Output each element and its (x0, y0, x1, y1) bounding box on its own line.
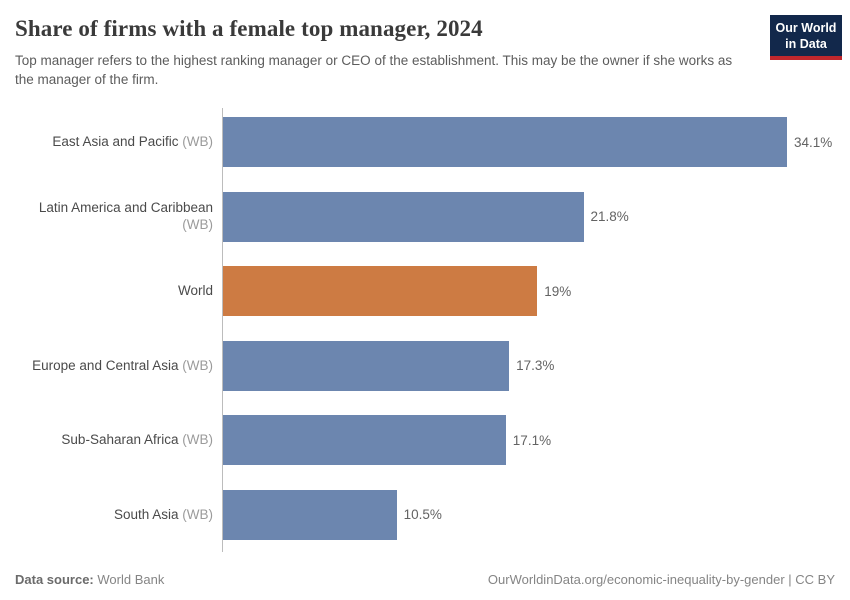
category-label-suffix: (WB) (182, 216, 213, 232)
owid-logo-line1: Our World (775, 21, 837, 35)
bar-value-label: 21.8% (590, 209, 629, 225)
data-source: Data source: World Bank (15, 572, 164, 587)
category-label[interactable]: World (15, 283, 222, 299)
category-label-text: South Asia (113, 506, 179, 522)
bars-area: East Asia and Pacific (WB) 34.1% Latin A… (15, 117, 835, 540)
category-label-suffix: (WB) (178, 357, 213, 373)
bar-row: Europe and Central Asia (WB) 17.3% (15, 340, 835, 391)
bar-row: South Asia (WB) 10.5% (15, 489, 835, 540)
owid-logo-line2: in Data (785, 37, 827, 51)
category-label-suffix: (WB) (178, 432, 213, 448)
bar-row: Sub-Saharan Africa (WB) 17.1% (15, 415, 835, 466)
category-label-text: World (177, 283, 213, 299)
chart-header: Share of firms with a female top manager… (15, 16, 750, 89)
bar-value-label: 17.1% (512, 432, 552, 448)
bar-value-label: 10.5% (403, 507, 442, 523)
footer-attribution: OurWorldinData.org/economic-inequality-b… (488, 572, 835, 587)
data-source-value: World Bank (97, 572, 165, 587)
plot-cell: 21.8% (222, 191, 835, 242)
bar-row: East Asia and Pacific (WB) 34.1% (15, 117, 835, 167)
category-label[interactable]: Europe and Central Asia (WB) (15, 358, 222, 374)
bar-chart: East Asia and Pacific (WB) 34.1% Latin A… (15, 108, 835, 552)
bar[interactable] (223, 266, 538, 317)
chart-footer: Data source: World Bank OurWorldinData.o… (15, 572, 835, 587)
category-label-text: Sub-Saharan Africa (61, 432, 179, 448)
category-label[interactable]: Sub-Saharan Africa (WB) (15, 432, 222, 448)
category-label-suffix: (WB) (178, 133, 213, 149)
plot-cell: 17.1% (222, 415, 835, 466)
category-label-text: East Asia and Pacific (52, 133, 179, 149)
bar[interactable] (223, 489, 397, 540)
chart-subtitle: Top manager refers to the highest rankin… (15, 53, 733, 88)
data-source-label: Data source: (15, 572, 94, 587)
bar[interactable] (223, 415, 506, 466)
category-label-text: Europe and Central Asia (32, 357, 179, 373)
y-axis-line (222, 108, 223, 552)
category-label-text: Latin America and Caribbean (38, 200, 213, 216)
owid-logo[interactable]: Our World in Data (770, 15, 842, 60)
bar-value-label: 34.1% (793, 134, 833, 150)
category-label[interactable]: South Asia (WB) (15, 507, 222, 523)
plot-cell: 34.1% (222, 117, 835, 167)
plot-cell: 17.3% (222, 340, 835, 391)
bar-value-label: 17.3% (516, 358, 555, 374)
chart-title: Share of firms with a female top manager… (15, 16, 483, 41)
bar-row: World 19% (15, 266, 835, 317)
owid-url-link[interactable]: OurWorldinData.org/economic-inequality-b… (487, 572, 785, 587)
bar[interactable] (223, 340, 510, 391)
footer-divider: | (784, 572, 796, 587)
category-label-suffix: (WB) (178, 506, 213, 522)
bar[interactable] (223, 191, 584, 242)
plot-cell: 10.5% (222, 489, 835, 540)
license-badge: CC BY (795, 572, 835, 587)
bar-value-label: 19% (544, 283, 572, 299)
bar-row: Latin America and Caribbean (WB) 21.8% (15, 191, 835, 242)
bar[interactable] (223, 117, 787, 167)
category-label[interactable]: Latin America and Caribbean (WB) (15, 200, 222, 232)
category-label[interactable]: East Asia and Pacific (WB) (15, 134, 222, 150)
plot-cell: 19% (222, 266, 835, 317)
